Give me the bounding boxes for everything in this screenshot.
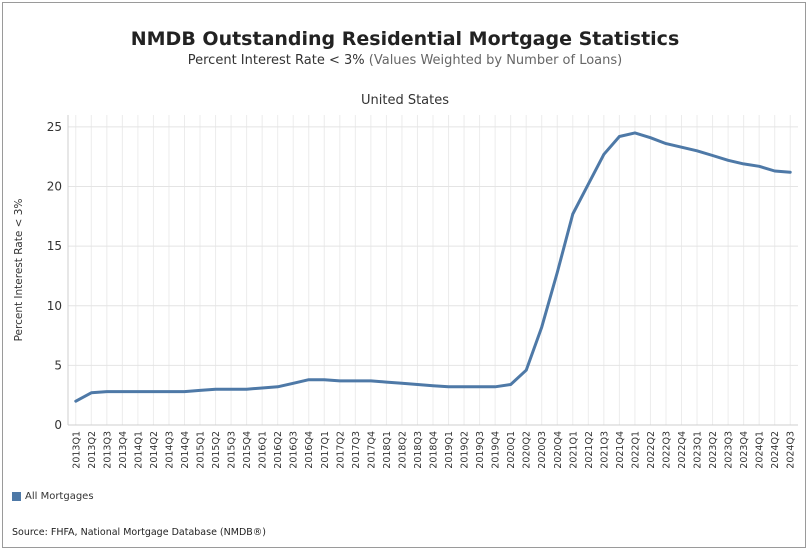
x-tick-label: 2019Q4 bbox=[491, 431, 502, 469]
y-tick-label: 15 bbox=[47, 239, 62, 253]
x-tick-label: 2016Q1 bbox=[258, 431, 269, 469]
x-tick-label: 2013Q3 bbox=[102, 431, 113, 469]
x-tick-label: 2015Q4 bbox=[242, 431, 253, 469]
x-tick-label: 2017Q1 bbox=[320, 431, 331, 469]
x-tick-label: 2022Q4 bbox=[677, 431, 688, 469]
x-tick-label: 2020Q2 bbox=[522, 431, 533, 469]
x-tick-label: 2023Q3 bbox=[724, 431, 735, 469]
x-tick-label: 2024Q2 bbox=[770, 431, 781, 469]
x-tick-label: 2015Q2 bbox=[211, 431, 222, 469]
x-tick-label: 2013Q2 bbox=[87, 431, 98, 469]
subtitle-measure: Percent Interest Rate < 3% bbox=[187, 53, 365, 68]
subtitle-weighting: (Values Weighted by Number of Loans) bbox=[368, 53, 623, 68]
x-tick-label: 2021Q2 bbox=[584, 431, 595, 469]
x-tick-label: 2016Q2 bbox=[273, 431, 284, 469]
x-tick-label: 2018Q4 bbox=[429, 431, 440, 469]
x-tick-label: 2023Q4 bbox=[739, 431, 750, 469]
source-note: Source: FHFA, National Mortgage Database… bbox=[12, 527, 266, 538]
x-tick-label: 2014Q4 bbox=[180, 431, 191, 469]
y-tick-label: 5 bbox=[54, 358, 62, 372]
legend-swatch bbox=[12, 492, 21, 501]
x-tick-label: 2021Q4 bbox=[615, 431, 626, 469]
x-tick-label: 2014Q1 bbox=[133, 431, 144, 469]
legend: All Mortgages bbox=[12, 491, 94, 502]
legend-label: All Mortgages bbox=[25, 491, 94, 502]
x-tick-label: 2022Q3 bbox=[661, 431, 672, 469]
x-tick-label: 2024Q1 bbox=[755, 431, 766, 469]
x-tick-label: 2024Q3 bbox=[786, 431, 797, 469]
y-axis-title: Percent Interest Rate < 3% bbox=[13, 199, 25, 342]
x-tick-label: 2019Q2 bbox=[460, 431, 471, 469]
x-tick-label: 2017Q4 bbox=[366, 431, 377, 469]
panel-title: United States bbox=[360, 93, 450, 108]
x-tick-label: 2020Q3 bbox=[537, 431, 548, 469]
x-tick-label: 2020Q1 bbox=[506, 431, 517, 469]
x-tick-label: 2016Q4 bbox=[304, 431, 315, 469]
x-tick-label: 2020Q4 bbox=[553, 431, 564, 469]
y-tick-label: 25 bbox=[47, 120, 62, 134]
x-tick-label: 2014Q2 bbox=[149, 431, 160, 469]
x-tick-label: 2013Q4 bbox=[118, 431, 129, 469]
chart-subtitle: Percent Interest Rate < 3% (Values Weigh… bbox=[0, 53, 810, 68]
x-tick-label: 2017Q3 bbox=[351, 431, 362, 469]
x-tick-label: 2018Q1 bbox=[382, 431, 393, 469]
x-tick-label: 2017Q2 bbox=[335, 431, 346, 469]
x-tick-label: 2013Q1 bbox=[71, 431, 82, 469]
y-tick-label: 0 bbox=[54, 418, 62, 432]
y-tick-label: 10 bbox=[47, 299, 62, 313]
x-tick-label: 2022Q1 bbox=[630, 431, 641, 469]
x-tick-label: 2019Q3 bbox=[475, 431, 486, 469]
x-tick-label: 2018Q2 bbox=[397, 431, 408, 469]
x-tick-label: 2018Q3 bbox=[413, 431, 424, 469]
x-tick-label: 2019Q1 bbox=[444, 431, 455, 469]
x-tick-label: 2022Q2 bbox=[646, 431, 657, 469]
series-line-all-mortgages bbox=[74, 131, 792, 403]
chart-title: NMDB Outstanding Residential Mortgage St… bbox=[130, 28, 680, 50]
x-tick-label: 2015Q3 bbox=[227, 431, 238, 469]
x-tick-label: 2023Q2 bbox=[708, 431, 719, 469]
x-tick-label: 2021Q1 bbox=[568, 431, 579, 469]
y-tick-label: 20 bbox=[47, 180, 62, 194]
x-tick-label: 2015Q1 bbox=[196, 431, 207, 469]
x-tick-label: 2021Q3 bbox=[599, 431, 610, 469]
x-tick-label: 2016Q3 bbox=[289, 431, 300, 469]
x-tick-label: 2014Q3 bbox=[164, 431, 175, 469]
x-tick-label: 2023Q1 bbox=[693, 431, 704, 469]
